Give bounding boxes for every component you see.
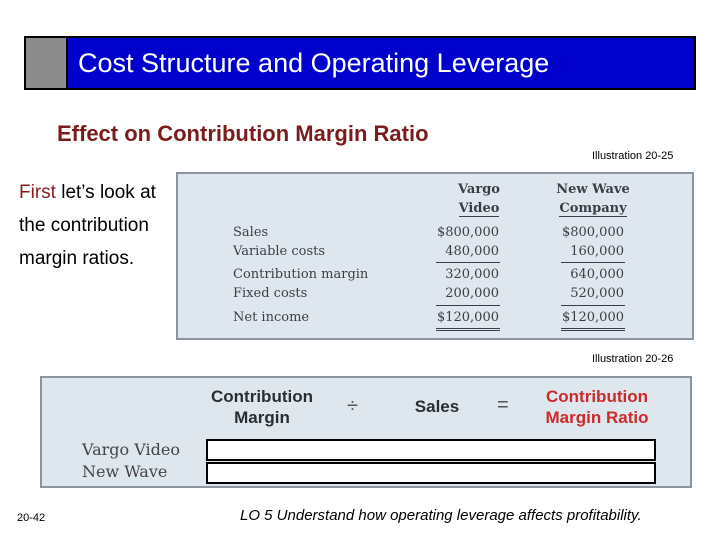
formula-panel: Contribution Margin ÷ Sales = Contributi… [40, 376, 692, 488]
slide-subtitle: Effect on Contribution Margin Ratio [57, 121, 429, 146]
cell-newwave-variable-costs: 160,000 [570, 244, 624, 259]
income-statement-panel: Vargo Video New Wave Company Sales Varia… [176, 172, 694, 340]
title-bar: Cost Structure and Operating Leverage [24, 36, 696, 90]
divide-symbol: ÷ [347, 395, 358, 417]
intro-text: First let’s look at the contribution mar… [19, 176, 179, 275]
row-label-sales: Sales [233, 225, 269, 240]
cell-newwave-fixed-costs: 520,000 [570, 286, 624, 301]
slide-title: Cost Structure and Operating Leverage [68, 38, 694, 88]
subtotal-rule [436, 305, 500, 306]
illustration-label-top: Illustration 20-25 [592, 150, 674, 162]
cell-vargo-contribution-margin: 320,000 [445, 267, 499, 282]
cell-newwave-sales: $800,000 [561, 225, 624, 240]
intro-rest: let’s look at the contribution margin ra… [19, 182, 156, 269]
illustration-label-bottom: Illustration 20-26 [592, 353, 674, 365]
column-header-vargo: Vargo Video [433, 180, 525, 218]
cell-newwave-net-income: $120,000 [561, 310, 624, 325]
formula-answer-row-vargo [206, 439, 656, 461]
equals-symbol: = [497, 394, 509, 416]
column-header-line: Video [458, 201, 500, 217]
formula-row-label-new-wave: New Wave [82, 462, 168, 481]
learning-objective: LO 5 Understand how operating leverage a… [240, 507, 642, 524]
row-label-fixed-costs: Fixed costs [233, 286, 308, 301]
page-number: 20-42 [17, 512, 46, 524]
row-label-variable-costs: Variable costs [233, 244, 326, 259]
cell-vargo-variable-costs: 480,000 [445, 244, 499, 259]
subtotal-rule [561, 262, 625, 263]
row-label-contribution-margin: Contribution margin [233, 267, 369, 282]
intro-highlight: First [19, 182, 56, 203]
cell-vargo-net-income: $120,000 [436, 310, 499, 325]
formula-term-line: Margin Ratio [545, 408, 649, 427]
total-double-rule [561, 328, 625, 331]
cell-newwave-contribution-margin: 640,000 [570, 267, 624, 282]
formula-sales: Sales [414, 397, 460, 416]
cell-vargo-sales: $800,000 [436, 225, 499, 240]
column-header-line: New Wave [556, 182, 630, 197]
column-header-new-wave: New Wave Company [540, 180, 646, 218]
total-double-rule [436, 328, 500, 331]
formula-contribution-margin-ratio: Contribution Margin Ratio [532, 386, 662, 428]
formula-answer-row-new-wave [206, 462, 656, 484]
formula-term-line: Margin [234, 408, 290, 427]
formula-term-line: Contribution [546, 387, 648, 406]
subtotal-rule [561, 305, 625, 306]
row-label-net-income: Net income [233, 310, 310, 325]
formula-term-line: Contribution [211, 387, 313, 406]
column-header-line: Vargo [458, 182, 500, 197]
column-header-line: Company [559, 201, 627, 217]
subtotal-rule [436, 262, 500, 263]
formula-row-label-vargo: Vargo Video [82, 440, 180, 459]
formula-contribution-margin: Contribution Margin [202, 386, 322, 428]
cell-vargo-fixed-costs: 200,000 [445, 286, 499, 301]
title-accent [26, 38, 68, 88]
